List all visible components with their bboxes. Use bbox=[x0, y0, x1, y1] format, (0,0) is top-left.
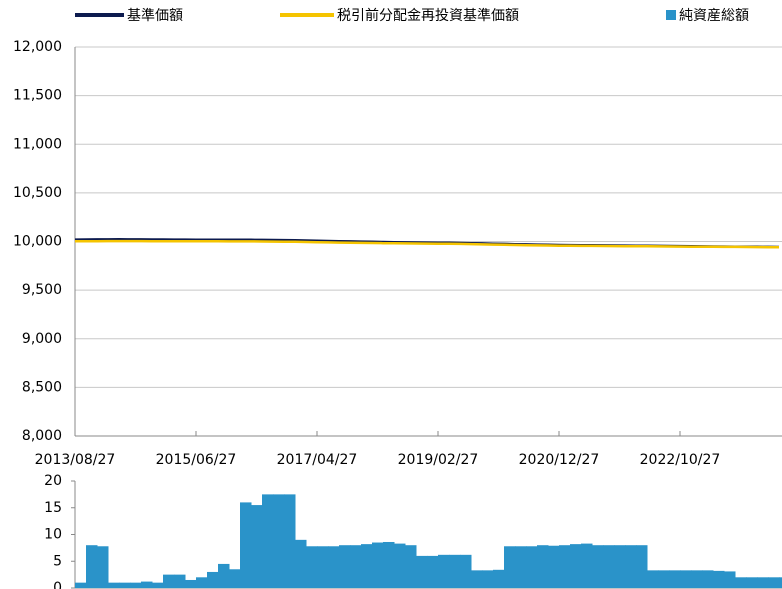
y-tick-label: 20 bbox=[44, 473, 62, 489]
bar bbox=[614, 545, 626, 588]
bar bbox=[537, 545, 549, 588]
bar bbox=[163, 574, 175, 588]
bar bbox=[295, 539, 307, 588]
bar bbox=[493, 569, 505, 588]
y-tick-label: 8,500 bbox=[22, 379, 62, 395]
legend: 基準価額 税引前分配金再投資基準価額 純資産総額 bbox=[75, 7, 749, 24]
x-tick-label: 2015/06/27 bbox=[156, 452, 237, 468]
bar bbox=[592, 545, 604, 588]
bar bbox=[372, 542, 384, 588]
bar bbox=[669, 570, 681, 588]
bar bbox=[306, 546, 318, 588]
bar bbox=[559, 545, 571, 588]
y-tick-label: 9,000 bbox=[22, 331, 62, 347]
bar bbox=[328, 546, 340, 588]
bar bbox=[75, 582, 87, 588]
y-tick-label: 12,000 bbox=[13, 39, 62, 55]
y-tick-label: 9,500 bbox=[22, 282, 62, 298]
x-tick-label: 2022/10/27 bbox=[640, 452, 721, 468]
y-tick-label: 8,000 bbox=[22, 428, 62, 444]
bar bbox=[460, 554, 472, 588]
bar bbox=[438, 554, 450, 588]
x-tick-label: 2020/12/27 bbox=[519, 452, 600, 468]
legend-label: 税引前分配金再投資基準価額 bbox=[337, 7, 519, 24]
bar bbox=[658, 570, 670, 588]
bar bbox=[383, 541, 395, 588]
bar bbox=[350, 545, 362, 588]
bar bbox=[229, 569, 241, 588]
bar bbox=[119, 582, 131, 588]
bar bbox=[713, 570, 725, 588]
bar bbox=[625, 545, 637, 588]
bar bbox=[185, 579, 197, 588]
bar bbox=[207, 571, 219, 588]
bar bbox=[702, 570, 714, 588]
bar bbox=[174, 574, 186, 588]
bar bbox=[691, 570, 703, 588]
y-tick-label: 11,500 bbox=[13, 88, 62, 104]
x-tick-label: 2013/08/27 bbox=[35, 452, 116, 468]
y-tick-label: 0 bbox=[53, 580, 62, 589]
bar bbox=[394, 543, 406, 588]
bar bbox=[570, 544, 582, 588]
x-tick-label: 2017/04/27 bbox=[277, 452, 358, 468]
bar bbox=[317, 546, 329, 588]
bar bbox=[735, 577, 747, 588]
bar bbox=[647, 570, 659, 588]
bar bbox=[482, 570, 494, 588]
bar bbox=[724, 571, 736, 588]
bar bbox=[196, 577, 208, 588]
y-tick-label: 10,000 bbox=[13, 234, 62, 250]
legend-label: 純資産総額 bbox=[679, 8, 749, 24]
bar bbox=[262, 494, 274, 588]
bar bbox=[218, 563, 230, 588]
bar bbox=[757, 577, 769, 588]
line-series bbox=[74, 239, 780, 249]
y-tick-label: 11,000 bbox=[13, 136, 62, 152]
legend-swatch bbox=[666, 10, 676, 20]
bar bbox=[768, 577, 780, 588]
bar bbox=[141, 581, 153, 588]
bar bbox=[449, 554, 461, 588]
bar bbox=[746, 577, 758, 588]
x-tick-label: 2019/02/27 bbox=[398, 452, 479, 468]
bar bbox=[427, 555, 439, 588]
bar bbox=[86, 545, 98, 588]
bar bbox=[405, 545, 417, 588]
legend-label: 基準価額 bbox=[127, 7, 183, 24]
bar bbox=[603, 545, 615, 588]
bar bbox=[152, 582, 164, 588]
bar bbox=[504, 546, 516, 588]
bar bbox=[273, 494, 285, 588]
y-tick-label: 10 bbox=[44, 527, 62, 543]
bar bbox=[526, 546, 538, 588]
y-tick-label: 10,500 bbox=[13, 185, 62, 201]
bar bbox=[471, 570, 483, 588]
bar bbox=[108, 582, 120, 588]
bar bbox=[581, 543, 593, 588]
bar bbox=[636, 545, 648, 588]
bar bbox=[361, 544, 373, 588]
bar bbox=[240, 502, 252, 588]
bar bbox=[779, 577, 782, 588]
bar bbox=[416, 555, 428, 588]
y-tick-label: 5 bbox=[53, 553, 62, 569]
bar bbox=[515, 546, 527, 588]
y-tick-label: 15 bbox=[44, 500, 62, 516]
bar bbox=[97, 546, 109, 588]
bar bbox=[130, 582, 142, 588]
bar bbox=[548, 545, 560, 588]
bar bbox=[284, 494, 296, 588]
bar bbox=[339, 545, 351, 588]
bar bbox=[680, 570, 692, 588]
bar bbox=[251, 505, 263, 588]
